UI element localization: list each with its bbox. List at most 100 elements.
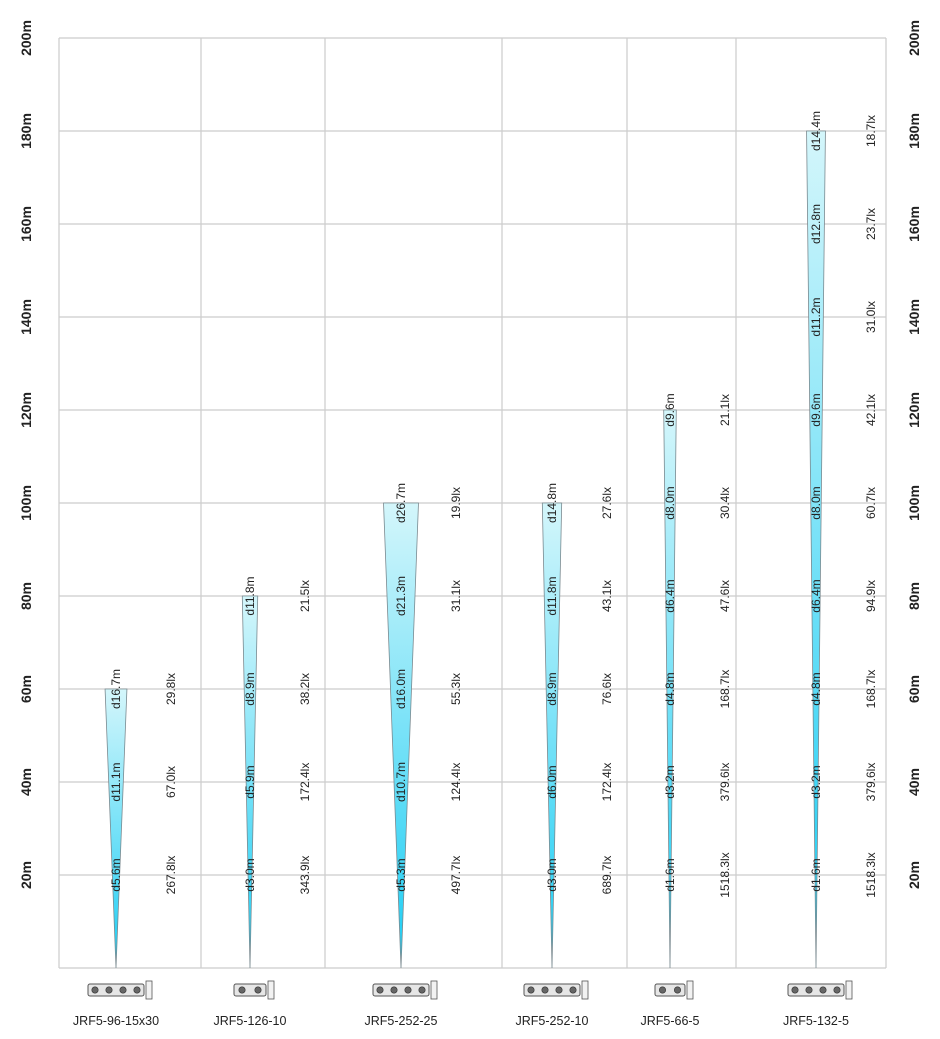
beam-diameter-label: d8.0m — [663, 486, 677, 519]
fixture-lens — [569, 986, 577, 994]
fixture-lens — [674, 986, 682, 994]
fixture-lens — [238, 986, 246, 994]
beam-lux-label: 497.7lx — [449, 856, 463, 895]
y-tick-label-left: 40m — [18, 768, 34, 796]
beam-diameter-label: d8.9m — [545, 672, 559, 705]
beam-cone — [241, 595, 259, 969]
beam-lux-label: 343.9lx — [298, 856, 312, 895]
beam-lux-label: 31.0lx — [864, 301, 878, 333]
beam-diameter-label: d16.0m — [394, 669, 408, 709]
beam-lux-label: 38.2lx — [298, 673, 312, 705]
fixture-body — [372, 983, 430, 997]
beam-diameter-label: d26.7m — [394, 483, 408, 523]
beam-lux-label: 267.8lx — [164, 856, 178, 895]
fixture-bracket — [845, 980, 853, 1000]
category-label: JRF5-252-25 — [365, 1014, 438, 1028]
beam-diameter-label: d5.9m — [243, 765, 257, 798]
beam-diameter-label: d5.3m — [394, 858, 408, 891]
category-label: JRF5-126-10 — [214, 1014, 287, 1028]
beam-group: d1.6m 1518.3lx d3.2m 379.6lx d4.8m 168.7lx d6.… — [783, 111, 878, 1028]
beam-lux-label: 30.4lx — [718, 487, 732, 519]
beam-lux-label: 124.4lx — [449, 763, 463, 802]
y-tick-label-right: 60m — [906, 675, 922, 703]
beam-diameter-label: d4.8m — [663, 672, 677, 705]
beam-lux-label: 168.7lx — [718, 670, 732, 709]
y-tick-label-left: 100m — [18, 485, 34, 521]
y-tick-label-left: 20m — [18, 861, 34, 889]
beam-lux-label: 689.7lx — [600, 856, 614, 895]
y-tick-label-right: 180m — [906, 113, 922, 149]
y-tick-label-right: 100m — [906, 485, 922, 521]
light-fixture-icon — [87, 980, 153, 1000]
fixture-lens — [376, 986, 384, 994]
y-tick-label-left: 180m — [18, 113, 34, 149]
beam-lux-label: 1518.3lx — [864, 852, 878, 897]
y-tick-label-right: 140m — [906, 299, 922, 335]
fixture-lens — [418, 986, 426, 994]
y-tick-label-right: 40m — [906, 768, 922, 796]
beam-diameter-label: d4.8m — [809, 672, 823, 705]
beam-diameter-label: d5.6m — [109, 858, 123, 891]
beam-lux-label: 172.4lx — [600, 763, 614, 802]
beam-diameter-label: d21.3m — [394, 576, 408, 616]
y-tick-label-right: 160m — [906, 206, 922, 242]
beam-diameter-label: d14.8m — [545, 483, 559, 523]
beam-lux-label: 42.1lx — [864, 394, 878, 426]
grid — [58, 37, 887, 969]
y-tick-label-left: 200m — [18, 20, 34, 56]
beam-cone — [383, 502, 419, 969]
y-tick-label-right: 200m — [906, 20, 922, 56]
beam-group: d1.6m 1518.3lx d3.2m 379.6lx d4.8m 168.7lx d6.… — [640, 393, 732, 1028]
y-tick-label-left: 60m — [18, 675, 34, 703]
fixture-lens — [254, 986, 262, 994]
light-fixture-icon — [787, 980, 853, 1000]
fixture-lens — [404, 986, 412, 994]
beam-lux-label: 19.9lx — [449, 487, 463, 519]
beam-cone — [104, 688, 128, 969]
beam-diameter-label: d6.4m — [663, 579, 677, 612]
y-tick-label-left: 160m — [18, 206, 34, 242]
beam-diameter-label: d8.0m — [809, 486, 823, 519]
beam-group: d3.0m 343.9lx d5.9m 172.4lx d8.9m 38.2lx d11.8… — [214, 576, 312, 1028]
beam-diameter-label: d16.7m — [109, 669, 123, 709]
beam-lux-label: 1518.3lx — [718, 852, 732, 897]
fixture-bracket — [581, 980, 589, 1000]
light-fixture-icon — [233, 980, 275, 1000]
beam-group: d5.3m 497.7lx d10.7m 124.4lx d16.0m 55.3lx d21… — [365, 483, 463, 1028]
y-tick-label-left: 140m — [18, 299, 34, 335]
y-tick-label-left: 120m — [18, 392, 34, 428]
beam-lux-label: 43.1lx — [600, 580, 614, 612]
beam-diameter-label: d6.0m — [545, 765, 559, 798]
beam-diameter-label: d12.8m — [809, 204, 823, 244]
beam-lux-label: 21.5lx — [298, 580, 312, 612]
beam-lux-label: 31.1lx — [449, 580, 463, 612]
beam-lux-label: 379.6lx — [864, 763, 878, 802]
beam-diameter-label: d8.9m — [243, 672, 257, 705]
fixture-bracket — [686, 980, 694, 1000]
beam-diameter-label: d11.8m — [545, 576, 559, 615]
fixture-body — [523, 983, 581, 997]
beam-diameter-label: d14.4m — [809, 111, 823, 151]
beam-lux-label: 94.9lx — [864, 580, 878, 612]
beam-diameter-label: d3.2m — [809, 765, 823, 798]
light-fixture-icon — [654, 980, 694, 1000]
fixture-bracket — [267, 980, 275, 1000]
fixture-lens — [527, 986, 535, 994]
fixture-lens — [119, 986, 127, 994]
light-fixture-icon — [372, 980, 438, 1000]
beam-diameter-label: d10.7m — [394, 762, 408, 802]
beam-lux-label: 67.0lx — [164, 766, 178, 798]
beam-diameter-label: d9.6m — [663, 393, 677, 426]
beam-lux-label: 18.7lx — [864, 115, 878, 147]
beam-diameter-label: d3.2m — [663, 765, 677, 798]
beam-diameter-label: d9.6m — [809, 393, 823, 426]
y-tick-label-left: 80m — [18, 582, 34, 610]
beam-cone — [541, 502, 563, 969]
fixture-lens — [819, 986, 827, 994]
fixture-lens — [555, 986, 563, 994]
fixture-lens — [91, 986, 99, 994]
beam-cone — [806, 130, 826, 969]
category-label: JRF5-66-5 — [640, 1014, 699, 1028]
